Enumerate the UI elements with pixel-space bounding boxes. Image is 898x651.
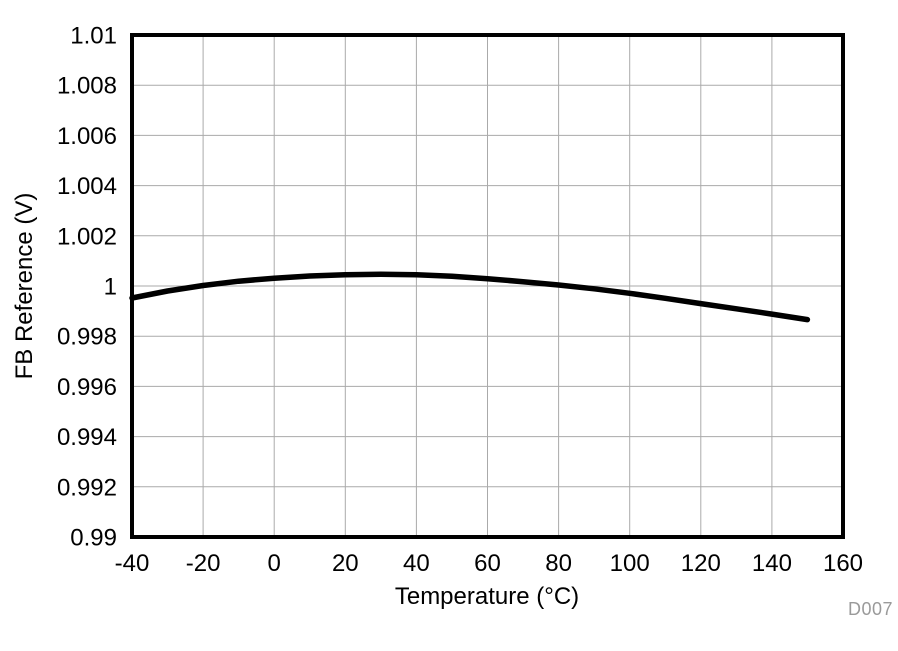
y-tick-label: 0.994	[57, 424, 117, 451]
x-tick-label: 160	[823, 550, 863, 577]
y-tick-label: 1.01	[70, 23, 117, 50]
y-tick-label: 0.992	[57, 474, 117, 501]
y-axis-title: FB Reference (V)	[11, 192, 38, 380]
y-tick-label: 1.006	[57, 123, 117, 150]
x-tick-label: 140	[752, 550, 792, 577]
x-axis-title: Temperature (°C)	[394, 583, 580, 610]
y-tick-label: 1	[104, 274, 117, 301]
y-tick-label: 0.998	[57, 324, 117, 351]
plot-frame	[130, 33, 845, 539]
y-tick-label: 1.008	[57, 73, 117, 100]
y-tick-label: 1.002	[57, 223, 117, 250]
y-tick-label: 0.996	[57, 374, 117, 401]
x-tick-label: 100	[610, 550, 650, 577]
x-tick-label: 0	[268, 550, 281, 577]
x-tick-label: -20	[186, 550, 221, 577]
x-tick-label: 20	[332, 550, 359, 577]
y-tick-label: 1.004	[57, 173, 117, 200]
x-tick-label: -40	[115, 550, 150, 577]
x-tick-label: 80	[545, 550, 572, 577]
x-tick-label: 40	[403, 550, 430, 577]
x-tick-label: 60	[474, 550, 501, 577]
plot-id-label: D007	[847, 599, 893, 619]
x-tick-label: 120	[681, 550, 721, 577]
curve-fb-reference	[129, 271, 811, 323]
y-tick-label: 0.99	[70, 525, 117, 552]
